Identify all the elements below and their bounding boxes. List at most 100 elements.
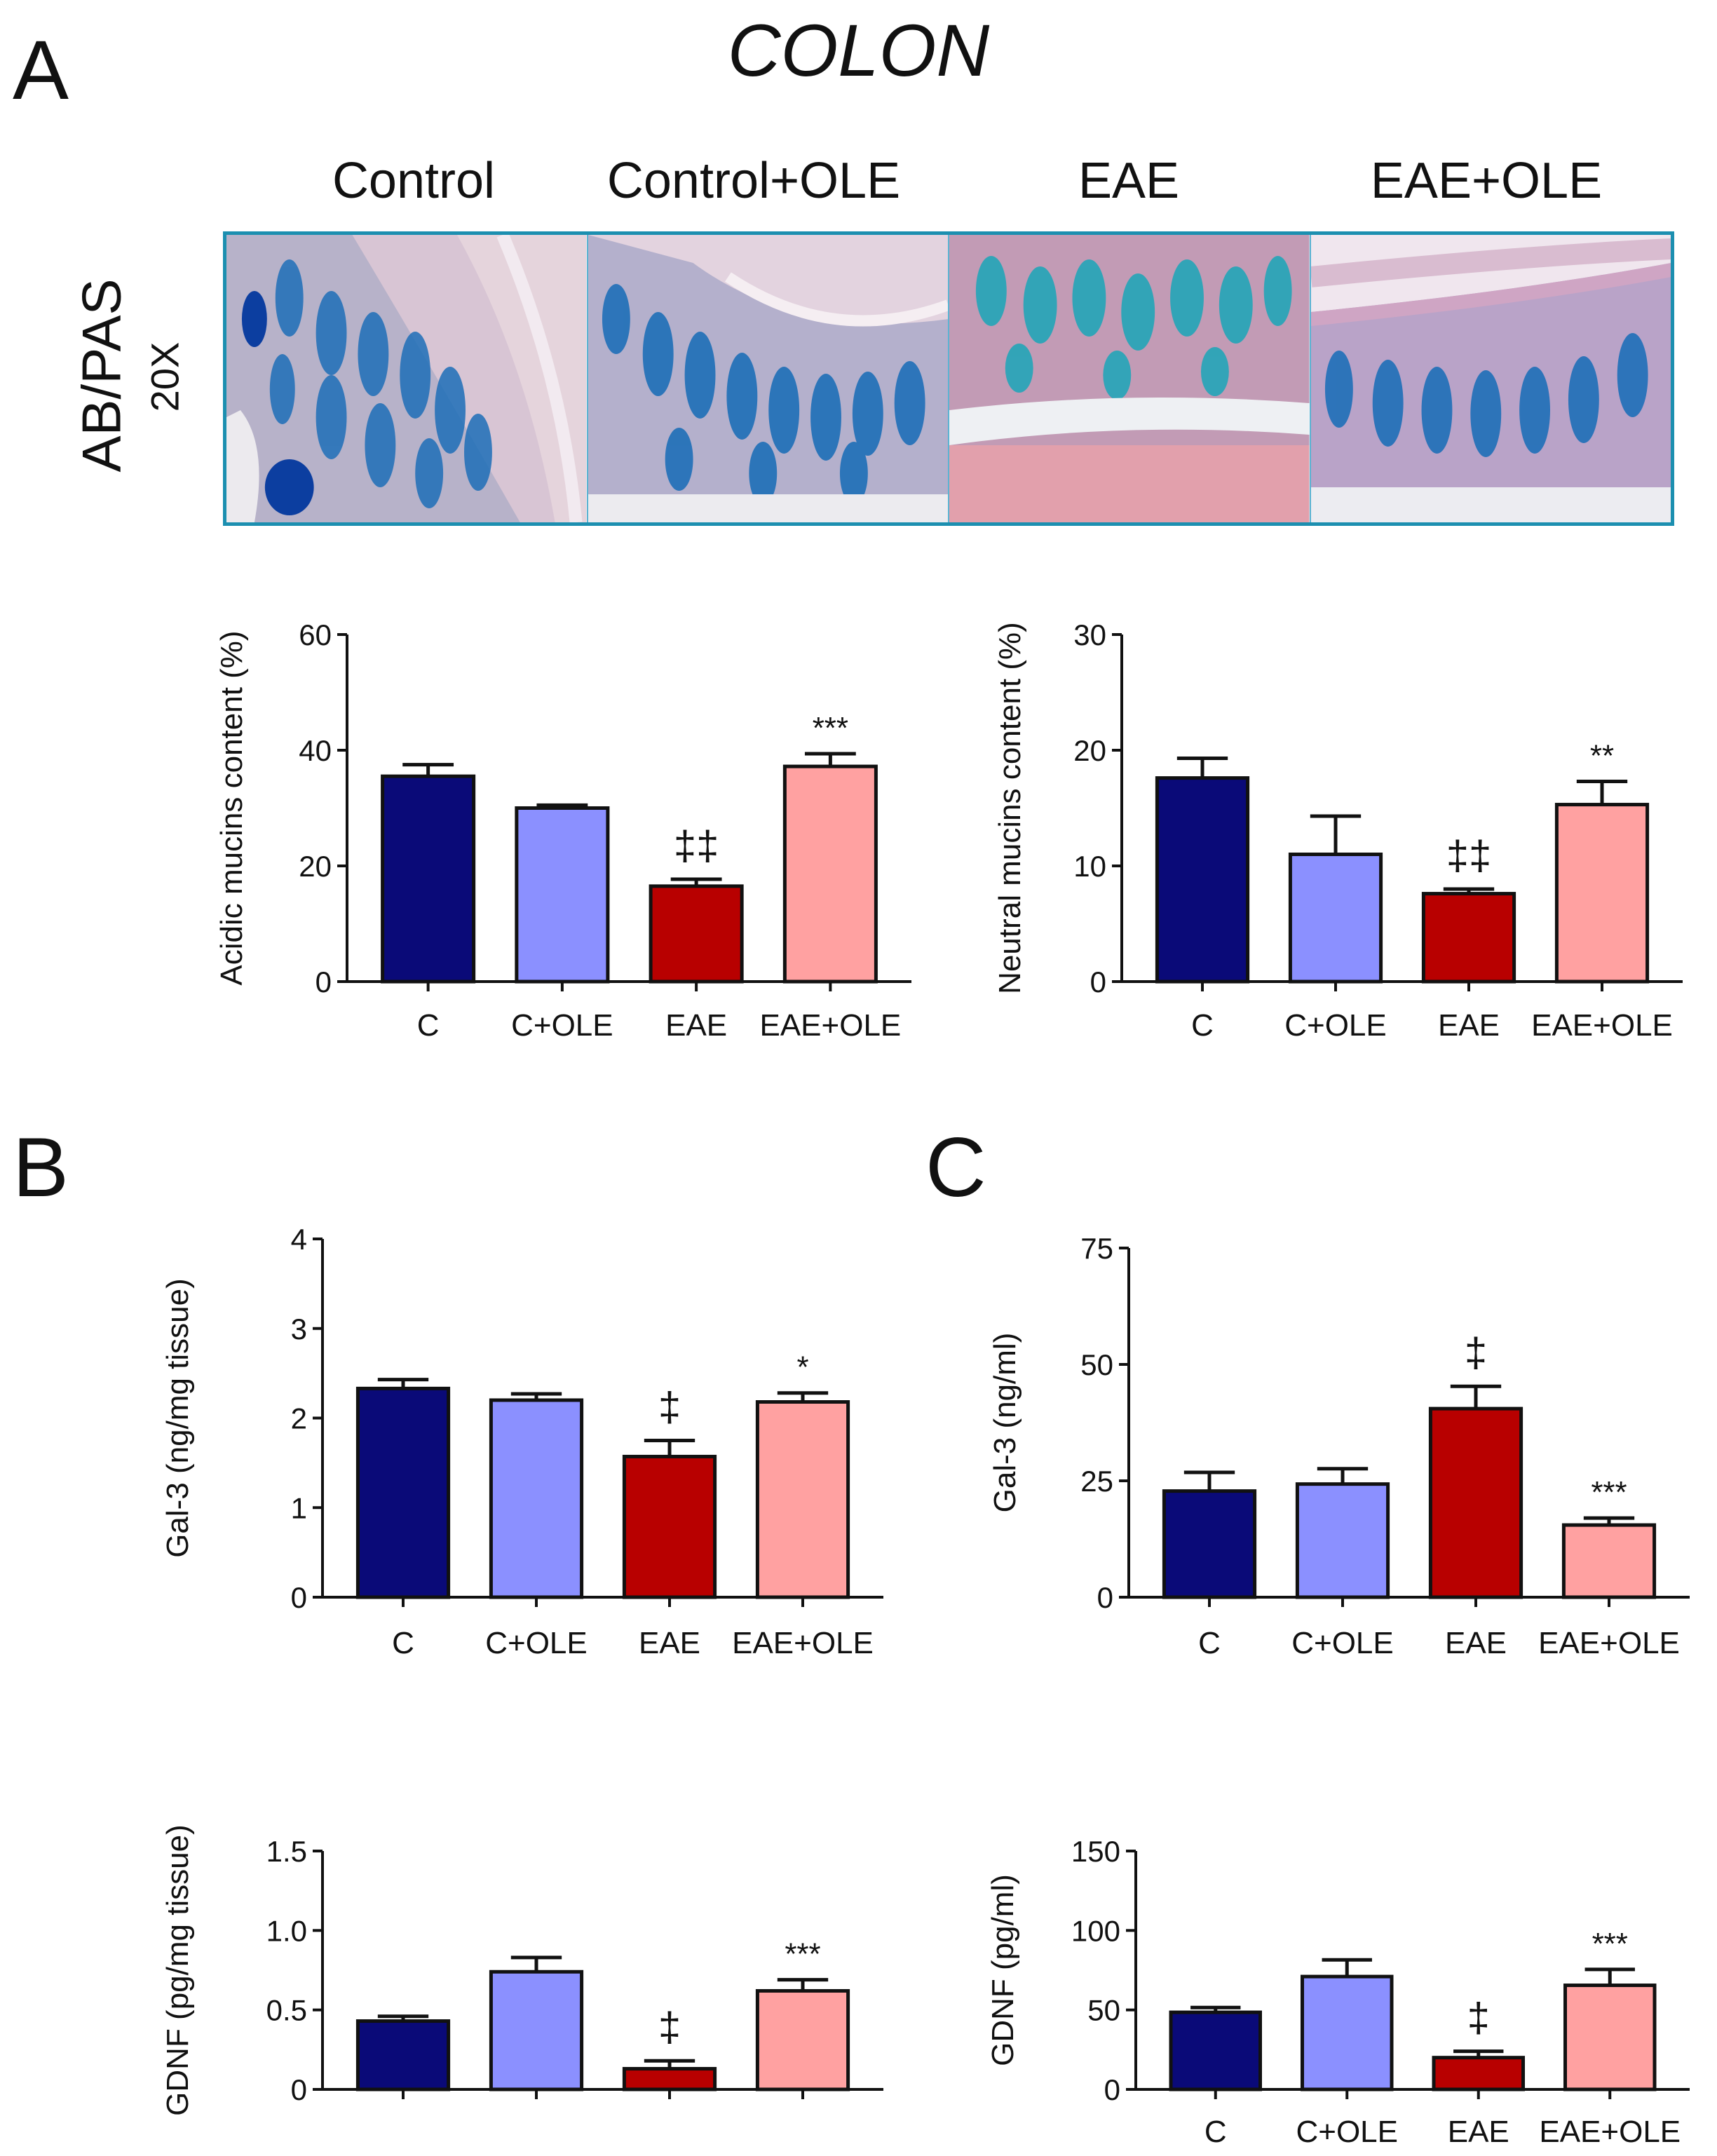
chart-neutral-mucins: 0 10 20 30 Neutral mucins content (%) C C+OLE E… — [993, 618, 1683, 1043]
significance-marker: *** — [1592, 1927, 1628, 1961]
bar-c-ole — [489, 1398, 584, 1599]
y-tick-label: 25 — [1080, 1465, 1113, 1498]
y-tick-label: 150 — [1071, 1835, 1120, 1868]
y-tick-label: 100 — [1071, 1914, 1120, 1947]
significance-marker: * — [796, 1350, 808, 1385]
bar-eae-ole — [755, 1400, 850, 1599]
panel-label-a: A — [13, 23, 69, 117]
x-category-label: C+OLE — [511, 1008, 613, 1043]
bar-eae — [1432, 2056, 1525, 2091]
bar-eae-ole — [782, 764, 878, 984]
bar-eae-ole — [1561, 1523, 1657, 1599]
significance-marker: ‡‡ — [674, 823, 719, 869]
y-tick-label: 40 — [299, 734, 332, 767]
y-tick-label: 1.0 — [266, 1914, 307, 1947]
y-tick-label: 50 — [1087, 1994, 1120, 2027]
x-category-label: C — [1204, 2115, 1227, 2149]
y-tick-label: 20 — [299, 850, 332, 883]
panel-label-b: B — [13, 1120, 69, 1214]
y-tick-label: 1.5 — [266, 1835, 307, 1868]
x-category-label: C+OLE — [1284, 1008, 1387, 1043]
y-tick-label: 30 — [1073, 618, 1106, 651]
bar-eae — [622, 1454, 717, 1599]
bar-eae — [649, 884, 744, 984]
y-tick-label: 0 — [1090, 965, 1106, 998]
bar-eae — [622, 2067, 717, 2091]
bar-c — [1162, 1489, 1257, 1599]
x-category-label: EAE — [639, 1626, 700, 1660]
chart-gdnf-serum: 0 50 100 150 GDNF (pg/ml) C C+OLE EAE ‡ EAE+OLE **… — [986, 1835, 1690, 2149]
significance-marker: *** — [785, 1937, 820, 1972]
y-tick-label: 0 — [315, 965, 332, 998]
bar-c — [1155, 776, 1250, 984]
bar-c — [1169, 2010, 1262, 2091]
figure-title: COLON — [727, 10, 990, 92]
y-tick-label: 60 — [299, 618, 332, 651]
y-axis-label: GDNF (pg/ml) — [986, 1874, 1020, 2066]
y-tick-label: 0 — [291, 1581, 307, 1614]
bar-c — [381, 774, 476, 984]
histology-column-eae: EAE — [1078, 153, 1180, 209]
histology-column-control: Control — [332, 153, 496, 209]
histology-image-control — [226, 235, 588, 522]
x-category-label: EAE+OLE — [759, 1008, 901, 1043]
x-category-label: EAE+OLE — [1538, 1626, 1680, 1660]
x-category-label: EAE+OLE — [1531, 1008, 1673, 1043]
significance-marker: ‡ — [1465, 1330, 1487, 1376]
x-category-label: C — [392, 1626, 414, 1660]
significance-marker: ** — [1590, 739, 1614, 773]
x-category-label: EAE — [1448, 2115, 1509, 2149]
bar-c-ole — [1295, 1482, 1390, 1599]
bar-eae-ole — [1554, 803, 1650, 984]
y-axis-label: Acidic mucins content (%) — [215, 630, 249, 985]
histology-strip — [223, 231, 1674, 526]
y-axis-label: Gal-3 (ng/mg tissue) — [161, 1278, 195, 1558]
significance-marker: ‡ — [1467, 1995, 1490, 2041]
significance-marker: ‡ — [658, 1384, 681, 1430]
x-category-label: EAE+OLE — [1539, 2115, 1681, 2149]
y-tick-label: 1 — [291, 1491, 307, 1524]
y-tick-label: 0 — [1097, 1581, 1113, 1614]
histology-column-control-ole: Control+OLE — [606, 153, 901, 209]
y-axis-label: Neutral mucins content (%) — [993, 622, 1027, 994]
y-tick-label: 2 — [291, 1402, 307, 1435]
bar-c-ole — [489, 1969, 584, 2091]
y-tick-label: 10 — [1073, 850, 1106, 883]
y-tick-label: 75 — [1080, 1232, 1113, 1265]
bar-c — [355, 2019, 451, 2091]
x-category-label: EAE+OLE — [732, 1626, 874, 1660]
x-category-label: C+OLE — [1296, 2115, 1398, 2149]
x-category-label: C — [1191, 1008, 1214, 1043]
histology-image-control-ole — [588, 235, 949, 522]
x-category-label: EAE — [1445, 1626, 1507, 1660]
significance-marker: ‡‡ — [1446, 833, 1492, 879]
bar-eae — [1421, 892, 1516, 984]
bar-eae — [1428, 1406, 1523, 1599]
y-tick-label: 20 — [1073, 734, 1106, 767]
bar-c — [355, 1386, 451, 1599]
bar-eae-ole — [1563, 1984, 1657, 2091]
histology-column-eae-ole: EAE+OLE — [1370, 153, 1603, 209]
bar-c-ole — [1301, 1974, 1394, 2091]
histology-image-eae-ole — [1310, 235, 1671, 522]
x-category-label: C — [1198, 1626, 1221, 1660]
chart-gdnf-tissue: 0 0.5 1.0 1.5 GDNF (pg/mg tissue) ‡ *** — [161, 1824, 883, 2116]
x-category-label: EAE — [665, 1008, 727, 1043]
y-tick-label: 0 — [1104, 2073, 1120, 2106]
x-category-label: C+OLE — [1291, 1626, 1394, 1660]
chart-gal3-serum: 0 25 50 75 Gal-3 (ng/ml) C C+OLE EAE ‡ EAE+OLE *** — [988, 1232, 1690, 1660]
histology-image-eae — [949, 235, 1311, 522]
x-category-label: C+OLE — [485, 1626, 588, 1660]
significance-marker: *** — [813, 711, 848, 745]
x-category-label: EAE — [1438, 1008, 1500, 1043]
y-axis-label: Gal-3 (ng/ml) — [988, 1333, 1022, 1513]
bar-c-ole — [1288, 853, 1383, 984]
significance-marker: ‡ — [658, 2005, 681, 2050]
y-tick-label: 0.5 — [266, 1994, 307, 2027]
chart-acidic-mucins: 0 20 40 60 Acidic mucins content (%) C C+OLE EA… — [215, 618, 911, 1043]
significance-marker: *** — [1591, 1475, 1627, 1510]
y-tick-label: 0 — [291, 2073, 307, 2106]
y-tick-label: 3 — [291, 1313, 307, 1345]
panel-label-c: C — [925, 1120, 986, 1214]
